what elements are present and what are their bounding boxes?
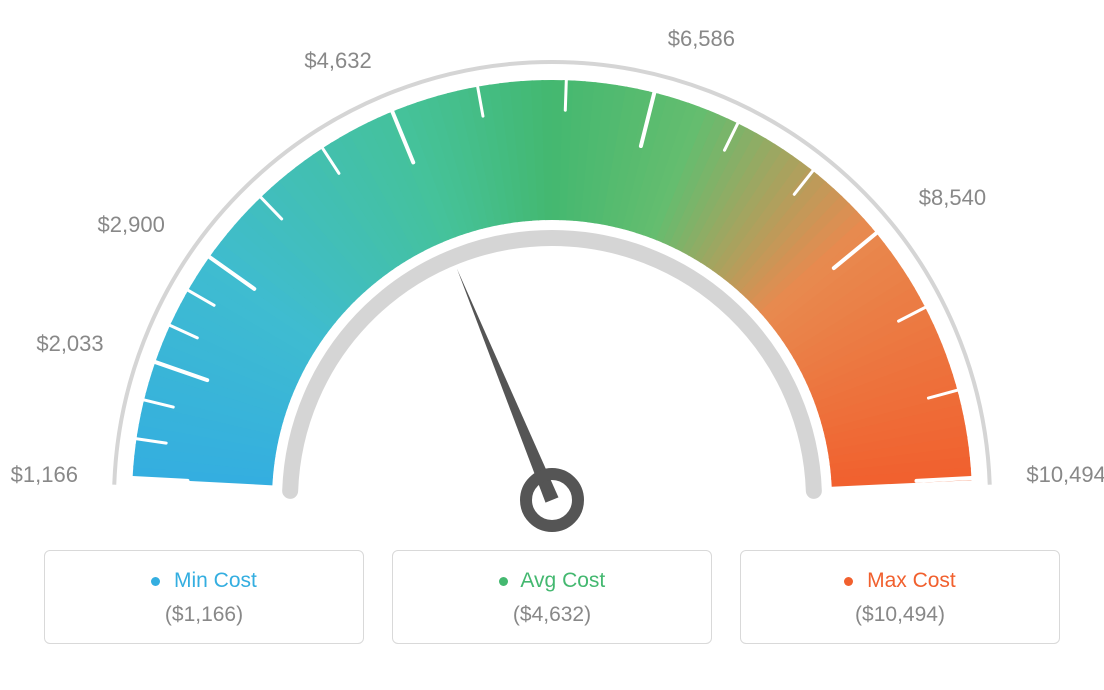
legend-row: Min Cost ($1,166) Avg Cost ($4,632) Max …: [20, 550, 1084, 644]
legend-value-max: ($10,494): [751, 603, 1049, 627]
legend-dot-max: [844, 577, 853, 586]
gauge-tick-label: $2,033: [36, 331, 103, 357]
gauge-tick-label: $4,632: [304, 48, 371, 74]
legend-title-max-text: Max Cost: [867, 569, 956, 592]
legend-card-max: Max Cost ($10,494): [740, 550, 1060, 644]
legend-card-min: Min Cost ($1,166): [44, 550, 364, 644]
gauge-ring: [133, 80, 972, 487]
gauge-tick-label: $8,540: [919, 185, 986, 211]
legend-value-avg: ($4,632): [403, 603, 701, 627]
gauge-chart: $1,166$2,033$2,900$4,632$6,586$8,540$10,…: [22, 20, 1082, 540]
gauge-tick-label: $10,494: [1026, 462, 1104, 488]
legend-value-min: ($1,166): [55, 603, 353, 627]
gauge-tick-label: $6,586: [668, 26, 735, 52]
gauge-svg: [22, 20, 1082, 540]
legend-title-avg-text: Avg Cost: [520, 569, 605, 592]
legend-dot-avg: [499, 577, 508, 586]
gauge-tick-label: $2,900: [98, 212, 165, 238]
legend-title-min: Min Cost: [55, 569, 353, 593]
legend-card-avg: Avg Cost ($4,632): [392, 550, 712, 644]
legend-title-min-text: Min Cost: [174, 569, 257, 592]
gauge-tick-label: $1,166: [11, 462, 78, 488]
legend-title-avg: Avg Cost: [403, 569, 701, 593]
legend-dot-min: [151, 577, 160, 586]
legend-title-max: Max Cost: [751, 569, 1049, 593]
